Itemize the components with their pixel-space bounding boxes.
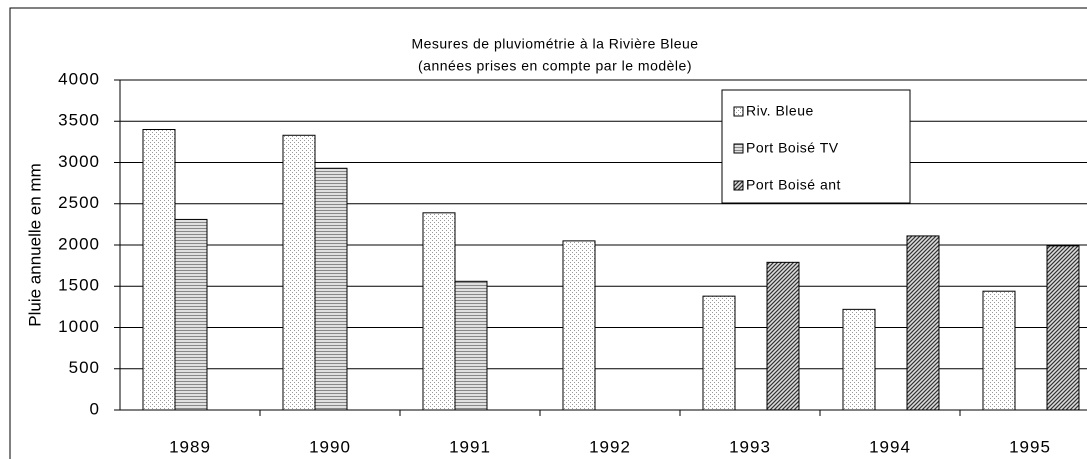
y-tick-label: 2000: [58, 234, 100, 253]
y-axis-label: Pluie annuelle en mm: [25, 163, 44, 326]
y-tick-label: 3500: [58, 111, 100, 130]
y-tick-label: 3000: [58, 152, 100, 171]
bar: [842, 308, 876, 411]
x-tick-label: 1995: [1009, 437, 1051, 456]
bar: [454, 280, 488, 411]
legend-label: Riv. Bleue: [746, 103, 814, 119]
legend-label: Port Boisé ant: [746, 177, 841, 193]
bar: [982, 290, 1016, 411]
axes: 0 500 1000 1500 2000 2500 3000 3500 4000 1989 1990…: [58, 69, 1051, 456]
y-tick-label: 1500: [58, 276, 100, 295]
legend-box: [721, 89, 911, 204]
grid: [120, 79, 1087, 411]
bar: [702, 295, 736, 411]
chart-border: [9, 7, 1087, 459]
y-tick-label: 500: [69, 358, 100, 377]
x-tick-label: 1990: [309, 437, 351, 456]
y-tick-label: 1000: [58, 317, 100, 336]
bars: [142, 129, 1080, 411]
chart-title: Mesures de pluviométrie à la Rivière Ble…: [411, 36, 698, 52]
legend: Riv. Bleue Port Boisé TV Port Boisé ant: [721, 89, 911, 204]
y-tick-label: 2500: [58, 193, 100, 212]
y-tick-label: 4000: [58, 69, 100, 88]
y-tick-label: 0: [90, 399, 100, 418]
legend-label: Port Boisé TV: [746, 140, 839, 156]
bar: [142, 129, 176, 411]
legend-swatch: [733, 180, 744, 191]
x-tick-label: 1993: [729, 437, 771, 456]
bar: [906, 235, 940, 411]
bar: [422, 212, 456, 411]
bar: [174, 218, 208, 411]
legend-swatch: [733, 143, 744, 154]
x-tick-label: 1989: [169, 437, 211, 456]
x-tick-label: 1991: [449, 437, 491, 456]
x-tick-label: 1992: [589, 437, 631, 456]
chart-subtitle: (années prises en compte par le modèle): [418, 58, 692, 74]
bar: [314, 167, 348, 411]
bar: [766, 261, 800, 411]
x-tick-label: 1994: [869, 437, 911, 456]
bar: [282, 134, 316, 411]
bar: [1046, 245, 1080, 411]
bar: [562, 240, 596, 411]
legend-swatch: [733, 106, 744, 117]
